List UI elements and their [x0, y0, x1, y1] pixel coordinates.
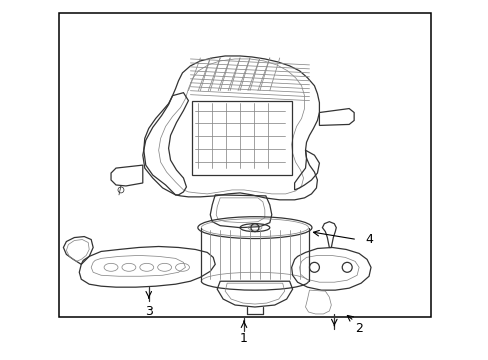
Text: 1: 1: [240, 332, 247, 345]
Text: 2: 2: [354, 322, 362, 336]
Text: 3: 3: [144, 306, 152, 319]
Bar: [60, 13, 429, 317]
Text: 4: 4: [365, 233, 372, 246]
